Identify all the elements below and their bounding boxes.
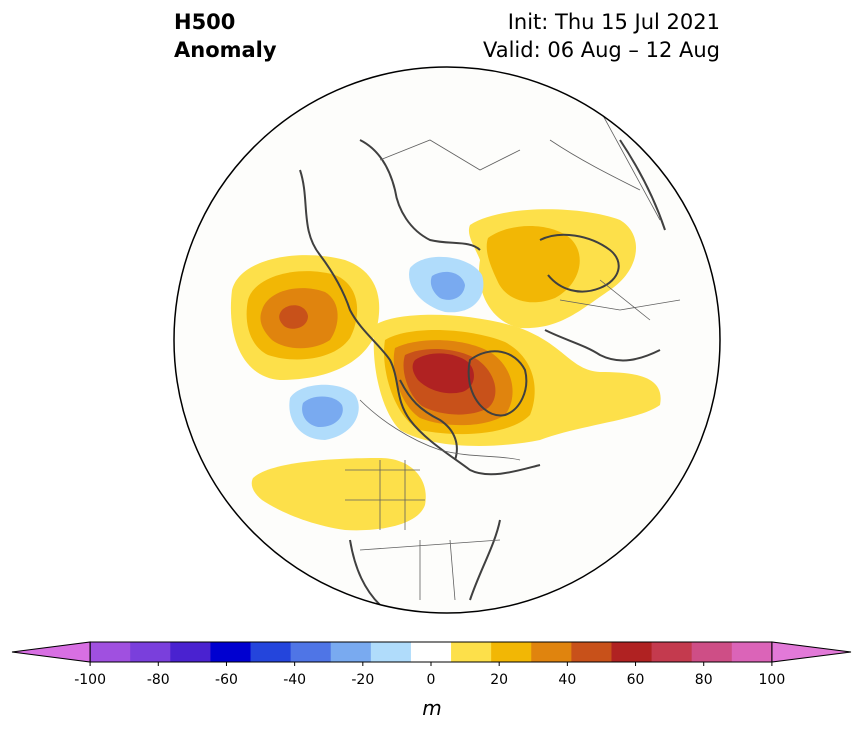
colorbar-segment [210, 642, 252, 662]
title-line-1: H500 [174, 10, 236, 34]
colorbar-segment [370, 642, 412, 662]
political-boundaries [345, 109, 681, 601]
colorbar-segment [451, 642, 492, 662]
positive-anomaly-western-north-america [251, 458, 426, 531]
colorbar-segment [571, 642, 612, 662]
colorbar-tick-label: 20 [490, 672, 509, 688]
valid-period: Valid: 06 Aug – 12 Aug [482, 38, 720, 62]
colorbar-segment [611, 642, 653, 662]
colorbar-segment [491, 642, 532, 662]
colorbar-segment [410, 642, 452, 662]
map-boundary [173, 66, 721, 614]
colorbar-segment [531, 642, 572, 662]
positive-anomaly-scandinavia-barents [468, 209, 637, 329]
colorbar-segment [691, 642, 733, 662]
negative-anomaly-arctic [409, 256, 484, 313]
colorbar-unit-label: m [422, 696, 442, 720]
coastlines [299, 139, 666, 606]
colorbar-tick-label: -60 [215, 672, 238, 688]
colorbar-segment [731, 642, 773, 662]
colorbar-tick-label: -40 [283, 672, 307, 688]
colorbar [11, 641, 852, 666]
colorbar-tick-label: 40 [558, 672, 577, 688]
colorbar-tick-label: 80 [694, 672, 713, 688]
colorbar-segment [170, 642, 211, 662]
positive-anomaly-northeast-pacific [230, 255, 380, 380]
colorbar-segment [130, 642, 171, 662]
colorbar-segment [651, 642, 693, 662]
map-title: H500 Anomaly [174, 8, 277, 64]
colorbar-tick-label: -80 [146, 672, 170, 688]
title-line-2: Anomaly [174, 38, 277, 62]
colorbar-segment [90, 642, 131, 662]
colorbar-tick-label: 60 [626, 672, 645, 688]
colorbar-tick-label: 100 [758, 672, 786, 688]
colorbar-segment [330, 642, 372, 662]
init-time: Init: Thu 15 Jul 2021 [507, 10, 720, 34]
colorbar-extend-min [11, 641, 91, 663]
colorbar-extend-max [771, 641, 852, 663]
negative-anomaly-gulf-of-alaska [289, 384, 359, 440]
colorbar-tick-label: 0 [426, 672, 436, 688]
colorbar-tick-label: -100 [74, 672, 106, 688]
colorbar-segment [290, 642, 332, 662]
colorbar-tick-label: -20 [351, 672, 375, 688]
run-info: Init: Thu 15 Jul 2021 Valid: 06 Aug – 12… [483, 8, 720, 64]
colorbar-segment [250, 642, 292, 662]
polar-map [173, 66, 721, 614]
